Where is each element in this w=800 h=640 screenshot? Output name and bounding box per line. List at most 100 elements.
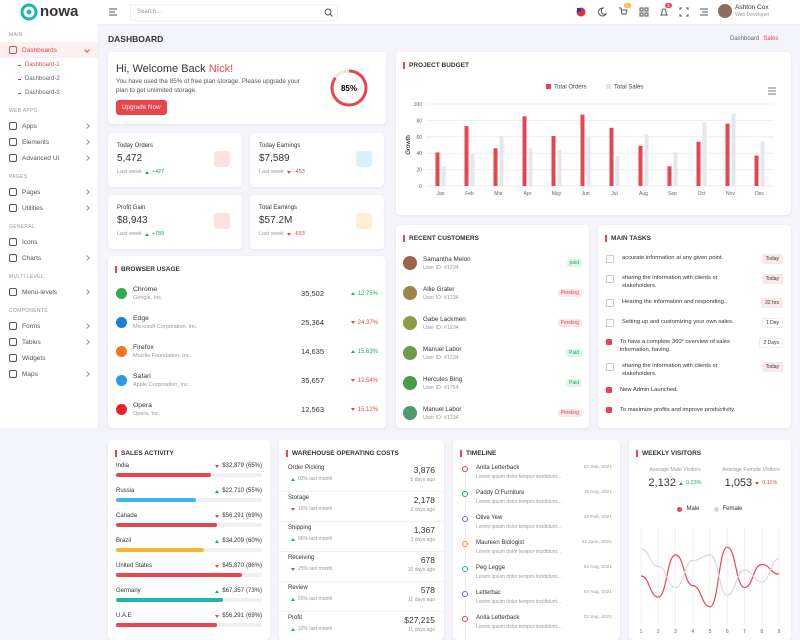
menu-item[interactable]: Utilities xyxy=(0,200,98,216)
timeline-date: 23 Sep, 2021 xyxy=(583,465,612,470)
country: Germany xyxy=(116,588,141,594)
upgrade-button[interactable]: Upgrade Now xyxy=(116,100,167,115)
task-row: To maximize profits and improve producti… xyxy=(598,402,791,422)
task-checkbox[interactable] xyxy=(606,387,612,393)
x-tick-label: Feb xyxy=(465,191,474,197)
customer-row: Hercules Bing User ID: #1754 Paid xyxy=(396,368,589,398)
legend-item: Female xyxy=(713,506,743,512)
trend-arrow xyxy=(286,170,291,174)
menu-item[interactable]: Elements xyxy=(0,134,98,150)
timeline-date: 16 Aug, 2021 xyxy=(583,490,612,495)
progress-bar xyxy=(116,623,217,627)
menu-item[interactable]: Charts xyxy=(0,250,98,266)
visitor-stat: Average Female Visitors 1,053 0.11% xyxy=(715,467,787,489)
menu-label: Menu-levels xyxy=(22,288,58,296)
menu-icon xyxy=(9,370,17,378)
apps-icon[interactable] xyxy=(639,7,649,17)
warehouse-time: 2 days ago xyxy=(410,507,435,513)
timeline-dot xyxy=(462,466,468,472)
submenu-item[interactable]: Dashboard-3 xyxy=(0,86,98,100)
timeline-head: Maureen Biologist 21 June, 2021 xyxy=(476,540,612,546)
chevron xyxy=(84,339,90,345)
submenu-label: Dashboard-1 xyxy=(25,62,60,68)
fullscreen-icon[interactable] xyxy=(679,7,689,17)
menu-item[interactable]: Icons xyxy=(0,234,98,250)
customer-avatar xyxy=(403,286,417,300)
menu-item[interactable]: Apps xyxy=(0,118,98,134)
cart-icon[interactable] xyxy=(618,7,628,17)
customer-row: Gabe Lackmen User ID: #1234 Pending xyxy=(396,308,589,338)
bar xyxy=(638,145,643,186)
browser-company: Google, Inc. xyxy=(133,295,163,301)
menu-toggle[interactable] xyxy=(108,7,118,17)
submenu-item[interactable]: Dashboard-1 xyxy=(0,58,98,72)
customer-info: Hercules Bing User ID: #1754 xyxy=(423,376,566,391)
notification-icon[interactable] xyxy=(659,7,669,17)
warehouse-value: 1,367 xyxy=(413,525,435,535)
x-tick-label: Jun xyxy=(581,191,589,197)
legend-item: Male xyxy=(677,506,700,512)
task-checkbox[interactable] xyxy=(606,299,614,307)
menu-item[interactable]: Maps xyxy=(0,366,98,382)
task-row: New Admin Launched. xyxy=(598,382,791,402)
trend-arrow xyxy=(291,627,295,631)
warehouse-name: Storage xyxy=(288,495,310,501)
warehouse-right: 1,367 3 days ago xyxy=(411,525,435,548)
menu-item[interactable]: Tables xyxy=(0,334,98,350)
progress-track xyxy=(116,473,262,477)
stat-footer: Last week +427 xyxy=(117,169,164,175)
card-title: RECENT CUSTOMERS xyxy=(403,235,589,242)
task-checkbox[interactable] xyxy=(606,255,614,263)
task-checkbox[interactable] xyxy=(606,363,614,371)
user-avatar[interactable] xyxy=(718,4,732,18)
task-checkbox[interactable] xyxy=(606,275,614,283)
bar xyxy=(754,155,759,186)
trend-arrow xyxy=(291,477,295,481)
browser-change: 12.75% xyxy=(324,291,378,297)
menu-item[interactable]: Pages xyxy=(0,184,98,200)
trend-arrow xyxy=(215,489,220,493)
sales-row-head: Brazil $34,209 (60%) xyxy=(116,538,262,544)
search-box[interactable]: Search... xyxy=(130,4,338,21)
menu-item[interactable]: Forms xyxy=(0,318,98,334)
browser-change: 24.37% xyxy=(324,320,378,326)
visitor-change: 0.23% xyxy=(685,480,702,486)
breadcrumb-item: Sales xyxy=(763,36,779,42)
trend-arrow xyxy=(755,481,760,485)
breadcrumb-item[interactable]: Dashboard xyxy=(730,36,760,42)
task-text: To maximize profits and improve producti… xyxy=(620,407,736,413)
menu-item[interactable]: Advanced UI xyxy=(0,150,98,166)
warehouse-change-text: 25% last month xyxy=(298,566,333,572)
card-title: WEEKLY VISITORS xyxy=(636,450,791,457)
x-tick-label: Oct xyxy=(698,191,706,197)
task-list: accurate information at any given point.… xyxy=(598,250,791,422)
browser-change: 12.54% xyxy=(324,378,378,384)
task-checkbox[interactable] xyxy=(606,407,612,413)
sales-row: Germany $67,357 (73%) xyxy=(108,588,270,613)
timeline-text: Lorem ipsum dolor tempor incididunt... xyxy=(476,524,562,530)
menu-item[interactable]: Dashboards xyxy=(0,42,98,58)
task-badge: 2 Days xyxy=(759,338,783,348)
timeline-name: Anita Letterback xyxy=(476,465,520,471)
browser-name: Chrome xyxy=(133,286,158,293)
search-icon xyxy=(324,8,333,17)
card-title: MAIN TASKS xyxy=(605,235,791,242)
task-checkbox[interactable] xyxy=(606,339,612,345)
theme-toggle[interactable] xyxy=(597,7,607,17)
trend-arrow xyxy=(350,321,355,324)
submenu-item[interactable]: Dashboard-2 xyxy=(0,72,98,86)
language-flag[interactable] xyxy=(576,7,586,17)
trend-arrow xyxy=(350,408,355,411)
stat-footer: Last week -693 xyxy=(259,231,305,237)
sidebar-right-icon[interactable] xyxy=(699,7,709,17)
menu-item[interactable]: Widgets xyxy=(0,350,98,366)
sales-percent: (69%) xyxy=(245,613,262,619)
warehouse-row: Shipping 06% last month 1,367 3 days ago xyxy=(279,522,444,552)
task-checkbox[interactable] xyxy=(606,319,614,327)
sales-row-head: Canada $56,291 (69%) xyxy=(116,513,262,519)
warehouse-card: WAREHOUSE OPERATING COSTS Order Picking 03… xyxy=(279,440,444,640)
timeline-text: Lorem ipsum dolor tempor incididunt... xyxy=(476,549,562,555)
timeline-card: TIMELINE Anita Letterback 23 Sep, 2021 Lore… xyxy=(453,440,620,640)
menu-item[interactable]: Menu-levels xyxy=(0,284,98,300)
visitor-value-row: 2,132 0.23% xyxy=(639,477,711,489)
